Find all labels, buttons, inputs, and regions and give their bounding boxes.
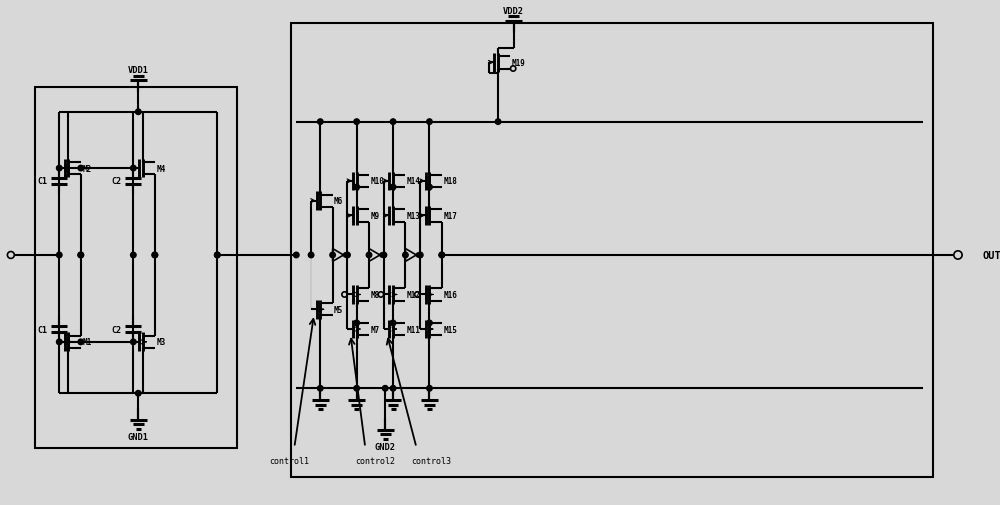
Text: M1: M1 <box>82 338 92 347</box>
Text: control1: control1 <box>269 456 309 465</box>
Text: M14: M14 <box>407 177 421 186</box>
Text: GND2: GND2 <box>375 442 396 451</box>
Circle shape <box>78 339 84 345</box>
Text: M19: M19 <box>512 59 526 68</box>
Circle shape <box>427 321 432 326</box>
Circle shape <box>354 185 359 190</box>
Text: M6: M6 <box>334 197 343 206</box>
Text: M11: M11 <box>407 325 421 334</box>
Text: control3: control3 <box>411 456 451 465</box>
Circle shape <box>308 252 314 258</box>
Circle shape <box>390 185 396 190</box>
Text: M3: M3 <box>156 338 166 347</box>
Circle shape <box>381 252 387 258</box>
Circle shape <box>78 252 84 258</box>
Text: M8: M8 <box>370 290 380 299</box>
Text: M18: M18 <box>443 177 457 186</box>
Circle shape <box>152 252 158 258</box>
Circle shape <box>318 386 323 391</box>
Text: VDD2: VDD2 <box>503 7 524 16</box>
Text: M13: M13 <box>407 212 421 221</box>
Circle shape <box>439 252 445 258</box>
Text: C2: C2 <box>111 177 121 186</box>
Circle shape <box>345 252 350 258</box>
Text: M4: M4 <box>156 164 166 173</box>
Circle shape <box>354 321 359 326</box>
Circle shape <box>495 120 501 125</box>
Circle shape <box>131 166 136 172</box>
Circle shape <box>382 386 388 391</box>
Circle shape <box>427 120 432 125</box>
Text: OUT: OUT <box>983 250 1000 261</box>
Circle shape <box>439 252 445 258</box>
Circle shape <box>152 252 158 258</box>
Circle shape <box>78 252 84 258</box>
Circle shape <box>131 339 136 345</box>
Text: VDD1: VDD1 <box>128 66 149 75</box>
Circle shape <box>318 120 323 125</box>
Circle shape <box>330 252 335 258</box>
Text: M9: M9 <box>370 212 380 221</box>
Circle shape <box>366 252 372 258</box>
Bar <box>35 88 237 447</box>
Text: M2: M2 <box>82 164 92 173</box>
Circle shape <box>131 252 136 258</box>
Circle shape <box>135 110 141 115</box>
Text: M7: M7 <box>370 325 380 334</box>
Circle shape <box>390 120 396 125</box>
Circle shape <box>135 391 141 396</box>
Circle shape <box>215 252 220 258</box>
Text: M17: M17 <box>443 212 457 221</box>
Text: M16: M16 <box>443 290 457 299</box>
Circle shape <box>215 252 220 258</box>
Text: M10: M10 <box>370 177 384 186</box>
Text: C1: C1 <box>37 177 47 186</box>
Circle shape <box>427 185 432 190</box>
Circle shape <box>56 339 62 345</box>
Text: C2: C2 <box>111 325 121 334</box>
Circle shape <box>427 386 432 391</box>
Circle shape <box>418 252 423 258</box>
Circle shape <box>56 252 62 258</box>
Circle shape <box>354 386 359 391</box>
Text: M5: M5 <box>334 305 343 314</box>
Bar <box>291 24 933 477</box>
Circle shape <box>354 120 359 125</box>
Circle shape <box>390 386 396 391</box>
Circle shape <box>56 166 62 172</box>
Text: GND1: GND1 <box>128 432 149 441</box>
Circle shape <box>390 321 396 326</box>
Text: M12: M12 <box>407 290 421 299</box>
Circle shape <box>78 166 84 172</box>
Text: M15: M15 <box>443 325 457 334</box>
Circle shape <box>403 252 408 258</box>
Text: C1: C1 <box>37 325 47 334</box>
Circle shape <box>294 252 299 258</box>
Text: control2: control2 <box>355 456 395 465</box>
